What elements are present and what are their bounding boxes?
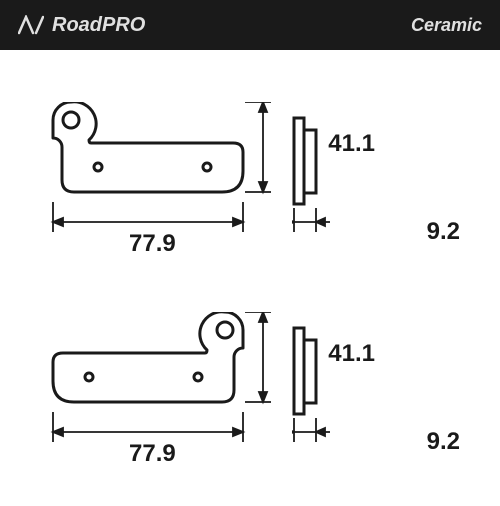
height-label-1: 41.1 — [328, 130, 375, 158]
diagram-area: 41.1 77.9 9.2 — [0, 50, 500, 500]
brand-text: RoadPRO — [52, 14, 145, 37]
header-bar: RoadPRO Ceramic — [0, 0, 500, 50]
brand: RoadPRO — [18, 14, 145, 37]
width-label-2: 77.9 — [129, 440, 176, 468]
width-label-1: 77.9 — [129, 230, 176, 258]
brand-icon — [18, 15, 44, 35]
thickness-label-1: 9.2 — [427, 218, 460, 246]
product-type: Ceramic — [411, 15, 482, 36]
pad-front-1 — [45, 102, 275, 237]
pad-row-1: 41.1 77.9 9.2 — [20, 86, 480, 296]
thickness-label-2: 9.2 — [427, 428, 460, 456]
pad-front-2 — [45, 312, 275, 447]
pad-row-2: 41.1 77.9 9.2 — [20, 296, 480, 506]
height-label-2: 41.1 — [328, 340, 375, 368]
